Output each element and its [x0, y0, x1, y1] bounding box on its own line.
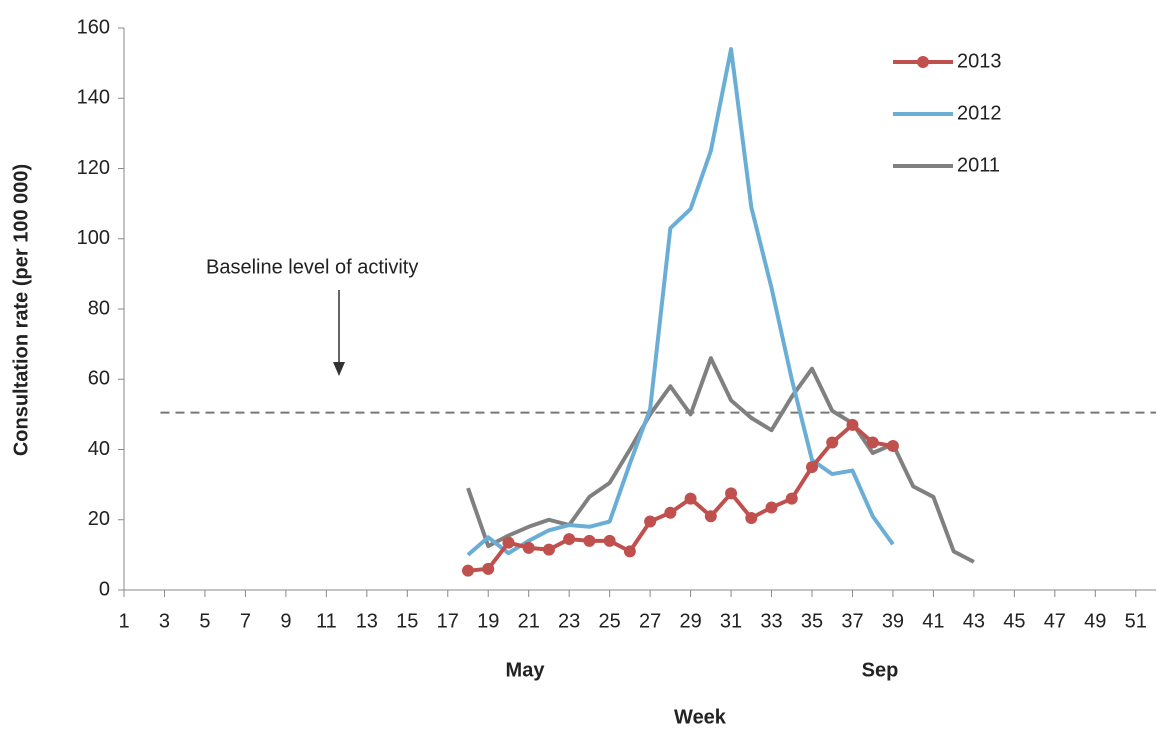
x-tick-label: 23	[558, 610, 580, 632]
annotation: Baseline level of activity	[206, 256, 418, 278]
x-tick-label: 35	[801, 610, 823, 632]
y-tick-label: 100	[77, 227, 110, 249]
x-tick-label: 47	[1044, 610, 1066, 632]
point	[482, 562, 495, 575]
x-axis-title: Week	[674, 706, 727, 728]
legend-label: 2012	[957, 102, 1002, 124]
y-tick-label: 40	[88, 438, 110, 460]
point	[765, 501, 778, 514]
x-tick-label: 45	[1003, 610, 1025, 632]
x-tick-label: 17	[437, 610, 459, 632]
point	[704, 510, 717, 523]
y-axis-title: Consultation rate (per 100 000)	[10, 164, 32, 456]
x-tick-label: 7	[240, 610, 251, 632]
month-label: Sep	[862, 659, 899, 681]
x-tick-label: 37	[841, 610, 863, 632]
point	[664, 506, 677, 519]
point	[603, 534, 616, 547]
y-tick-label: 160	[77, 16, 110, 38]
x-tick-label: 29	[679, 610, 701, 632]
month-label: May	[506, 659, 546, 681]
x-tick-label: 31	[720, 610, 742, 632]
legend-label: 2011	[957, 154, 1000, 176]
point	[684, 492, 697, 505]
point	[846, 418, 859, 431]
x-tick-label: 39	[882, 610, 904, 632]
point	[623, 545, 636, 558]
point	[725, 487, 738, 500]
x-tick-label: 27	[639, 610, 661, 632]
point	[785, 492, 798, 505]
x-tick-label: 5	[199, 610, 210, 632]
y-tick-label: 0	[99, 578, 110, 600]
x-tick-label: 13	[356, 610, 378, 632]
point	[522, 541, 535, 554]
y-tick-label: 120	[77, 157, 110, 179]
annotation-arrowhead	[333, 362, 345, 376]
point	[826, 436, 839, 449]
point	[866, 436, 879, 449]
y-tick-label: 60	[88, 368, 110, 390]
x-tick-label: 51	[1125, 610, 1147, 632]
x-tick-label: 43	[963, 610, 985, 632]
x-tick-label: 9	[280, 610, 291, 632]
point	[806, 461, 818, 474]
legend-label: 2013	[957, 50, 1002, 72]
x-tick-label: 11	[316, 610, 337, 632]
y-tick-label: 80	[88, 297, 110, 319]
x-tick-label: 33	[760, 610, 782, 632]
point	[542, 543, 555, 556]
y-tick-label: 20	[88, 508, 110, 530]
series-line	[467, 422, 894, 573]
x-tick-label: 41	[922, 610, 944, 632]
point	[745, 511, 758, 524]
point	[502, 536, 515, 549]
point	[644, 515, 657, 528]
legend-marker	[917, 56, 929, 68]
x-tick-label: 15	[396, 610, 418, 632]
point	[886, 439, 899, 452]
y-tick-label: 140	[77, 87, 110, 109]
x-tick-label: 21	[518, 610, 540, 632]
point	[563, 533, 576, 546]
x-tick-label: 3	[159, 610, 170, 632]
x-tick-label: 49	[1084, 610, 1106, 632]
point	[462, 564, 474, 577]
x-tick-label: 25	[599, 610, 621, 632]
x-tick-label: 19	[477, 610, 499, 632]
x-tick-label: 1	[118, 610, 129, 632]
series-line	[466, 47, 895, 557]
point	[583, 534, 596, 547]
